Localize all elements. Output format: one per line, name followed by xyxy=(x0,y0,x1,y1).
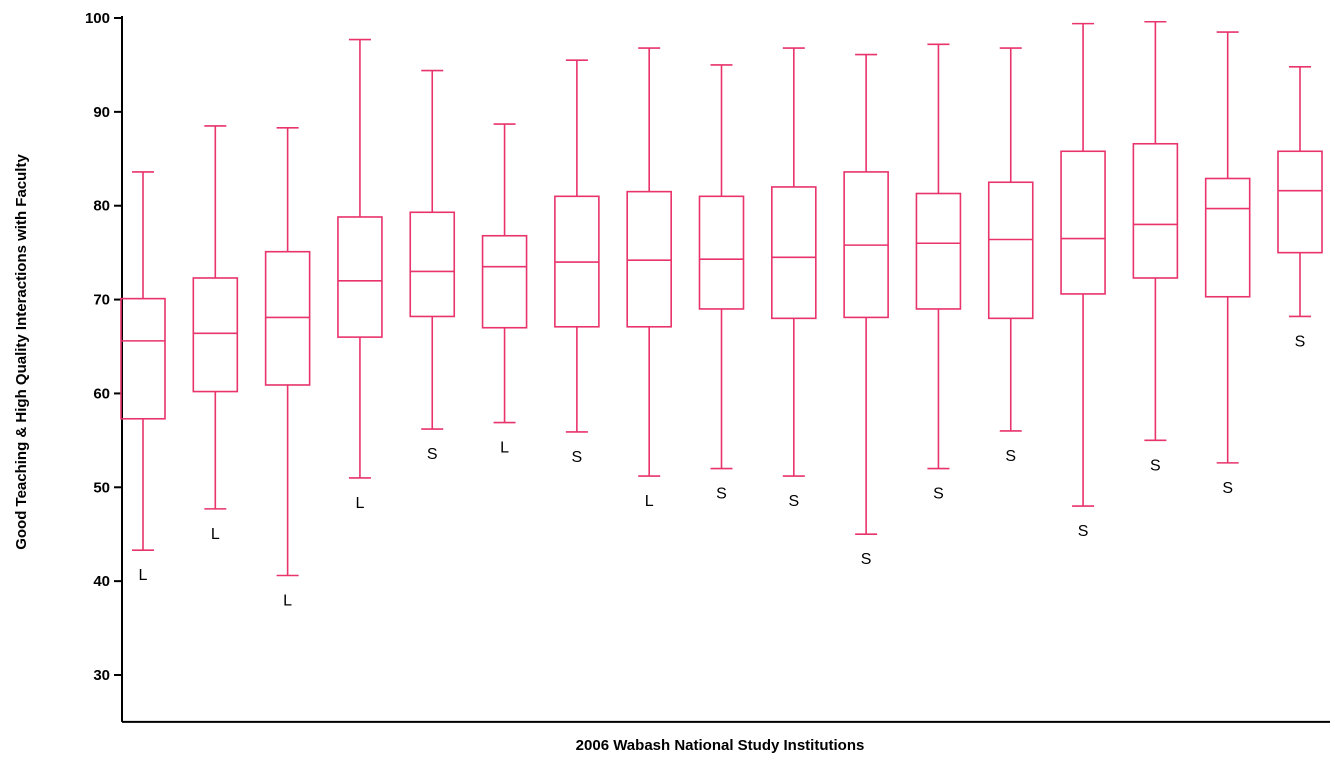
y-axis: 30 40 50 60 70 80 90 100 xyxy=(85,10,123,722)
box-plot-1: L xyxy=(120,171,166,584)
box-size-label: S xyxy=(427,446,438,463)
iqr-box xyxy=(120,297,166,420)
iqr-box xyxy=(771,186,817,320)
iqr-box xyxy=(987,181,1034,320)
box-plot-10: S xyxy=(771,47,817,510)
box-size-label: S xyxy=(1295,333,1306,350)
box-plot-15: S xyxy=(1132,20,1179,474)
iqr-box xyxy=(1060,150,1106,295)
box-size-label: S xyxy=(933,486,944,503)
iqr-box xyxy=(1204,177,1251,298)
iqr-box xyxy=(698,195,745,310)
x-axis-title: 2006 Wabash National Study Institutions xyxy=(576,737,865,754)
box-size-label: S xyxy=(1222,480,1233,497)
box-plot-5: S xyxy=(409,69,456,463)
y-tick-label: 100 xyxy=(85,10,110,27)
box-size-label: L xyxy=(211,526,220,543)
y-tick-label: 80 xyxy=(93,198,110,215)
box-size-label: S xyxy=(1078,523,1089,540)
iqr-box xyxy=(1277,150,1323,254)
box-size-label: S xyxy=(572,449,583,466)
box-size-label: S xyxy=(716,486,727,503)
box-plot-8: L xyxy=(626,47,672,510)
box-plot-7: S xyxy=(554,59,600,466)
y-tick-label: 40 xyxy=(93,573,110,590)
boxes: L L L L S L S L S S S S S S S S S xyxy=(120,20,1323,610)
box-size-label: S xyxy=(788,493,799,510)
y-tick-label: 30 xyxy=(93,667,110,684)
iqr-box xyxy=(264,250,311,386)
iqr-box xyxy=(481,234,528,329)
box-plot-12: S xyxy=(915,43,962,503)
box-plot-6: L xyxy=(481,123,528,457)
box-size-label: L xyxy=(139,567,148,584)
y-tick-label: 50 xyxy=(93,479,110,496)
iqr-box xyxy=(192,277,239,393)
iqr-box xyxy=(409,211,456,318)
box-size-label: S xyxy=(861,551,872,568)
box-size-label: S xyxy=(1150,457,1161,474)
y-tick-label: 60 xyxy=(93,385,110,402)
iqr-box xyxy=(626,190,672,328)
box-size-label: L xyxy=(500,440,509,457)
iqr-box xyxy=(915,192,962,310)
box-plot-4: L xyxy=(337,38,383,512)
y-tick-label: 90 xyxy=(93,104,110,121)
box-plot-9: S xyxy=(698,64,745,503)
iqr-box xyxy=(1132,142,1179,279)
box-size-label: L xyxy=(283,593,292,610)
box-plot-2: L xyxy=(192,125,239,543)
box-size-label: L xyxy=(355,495,364,512)
y-tick-label: 70 xyxy=(93,292,110,309)
box-size-label: L xyxy=(645,493,654,510)
box-plot-17: S xyxy=(1277,66,1323,350)
iqr-box xyxy=(337,216,383,338)
box-plot-16: S xyxy=(1204,31,1251,497)
box-plot-13: S xyxy=(987,47,1034,465)
y-axis-title: Good Teaching & High Quality Interaction… xyxy=(13,154,30,550)
box-plot-3: L xyxy=(264,127,311,610)
box-plot-11: S xyxy=(843,53,889,568)
box-size-label: S xyxy=(1005,448,1016,465)
box-plot-14: S xyxy=(1060,22,1106,540)
